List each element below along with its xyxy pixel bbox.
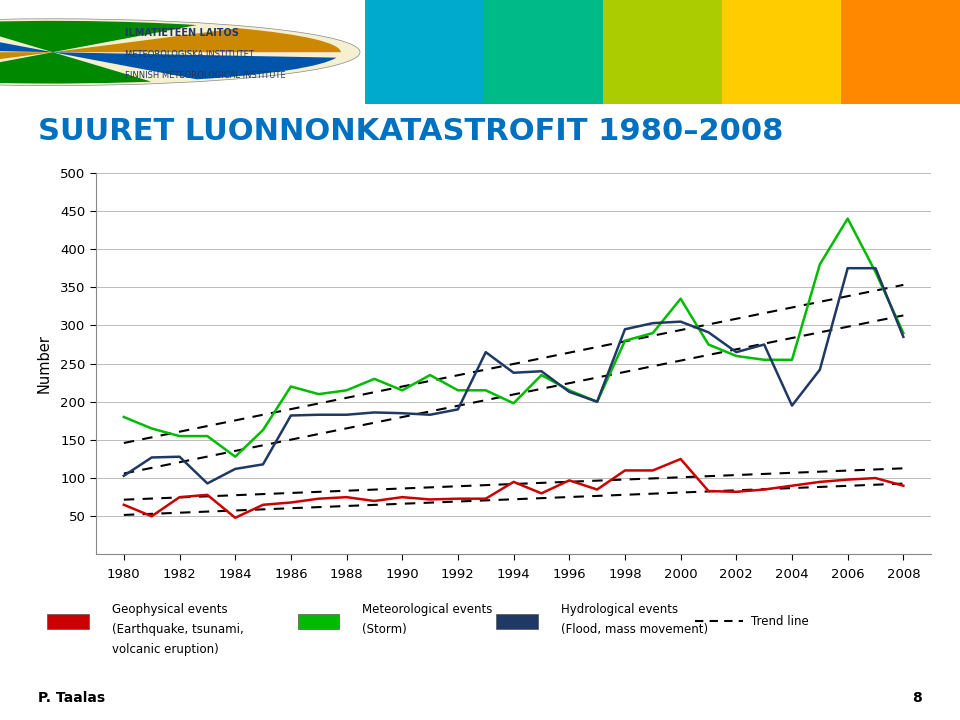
- Text: volcanic eruption): volcanic eruption): [111, 643, 219, 656]
- Wedge shape: [0, 21, 197, 53]
- Circle shape: [0, 19, 360, 86]
- Wedge shape: [0, 25, 53, 53]
- Wedge shape: [53, 53, 336, 79]
- Text: 8: 8: [912, 691, 922, 705]
- Bar: [496, 614, 538, 629]
- Text: Trend line: Trend line: [752, 615, 809, 628]
- Bar: [365, 0, 490, 104]
- Text: SUURET LUONNONKATASTROFIT 1980–2008: SUURET LUONNONKATASTROFIT 1980–2008: [38, 117, 783, 146]
- Y-axis label: Number: Number: [36, 334, 52, 393]
- Bar: [298, 614, 339, 629]
- Text: ILMATIETEEN LAITOS: ILMATIETEEN LAITOS: [125, 28, 239, 38]
- Bar: [484, 0, 609, 104]
- Wedge shape: [0, 53, 152, 84]
- Text: Meteorological events: Meteorological events: [363, 603, 492, 616]
- Bar: [722, 0, 847, 104]
- Wedge shape: [0, 53, 53, 76]
- Text: P. Taalas: P. Taalas: [38, 691, 106, 705]
- Bar: [603, 0, 728, 104]
- Text: (Earthquake, tsunami,: (Earthquake, tsunami,: [111, 623, 244, 636]
- Wedge shape: [53, 28, 341, 53]
- Bar: [841, 0, 960, 104]
- Text: METEOROLOGISKA INSTITUTET: METEOROLOGISKA INSTITUTET: [125, 50, 253, 59]
- Bar: [47, 614, 88, 629]
- Text: Hydrological events: Hydrological events: [561, 603, 679, 616]
- Text: FINNISH METEOROLOGICAL INSTITUTE: FINNISH METEOROLOGICAL INSTITUTE: [125, 71, 285, 80]
- Text: (Storm): (Storm): [363, 623, 407, 636]
- Text: (Flood, mass movement): (Flood, mass movement): [561, 623, 708, 636]
- Text: Geophysical events: Geophysical events: [111, 603, 228, 616]
